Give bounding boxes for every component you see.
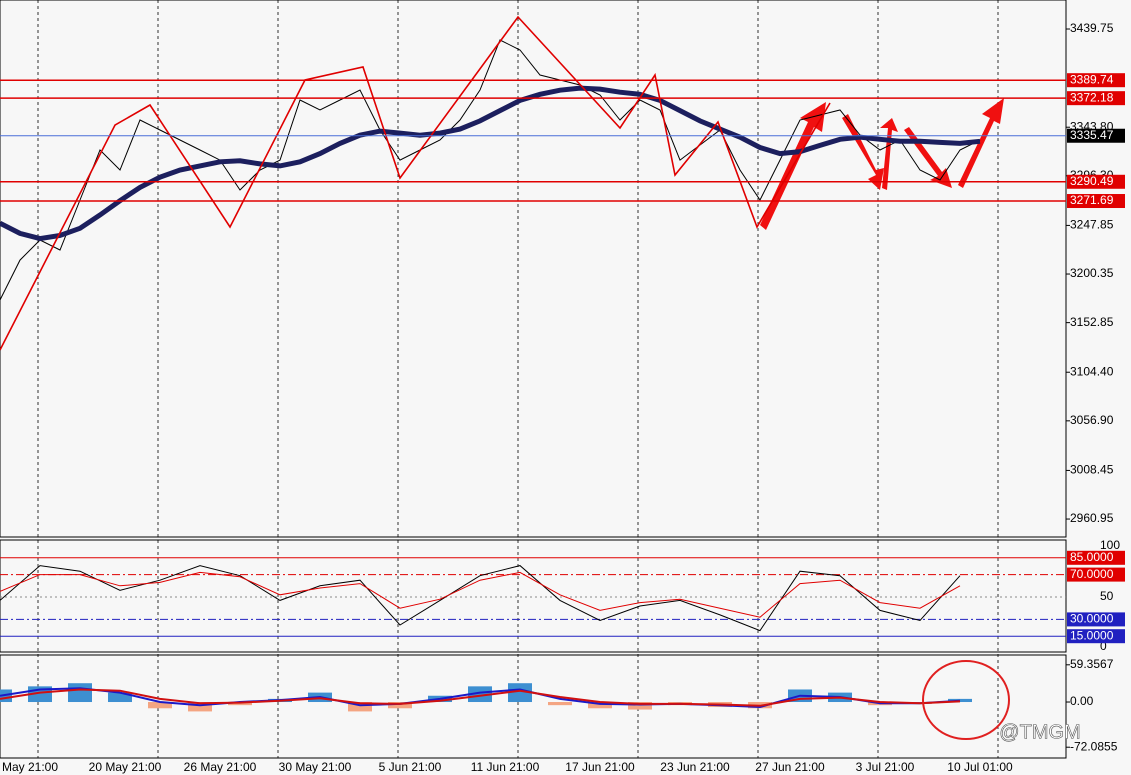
level-label-box [1067,91,1125,106]
vertical-grid [37,0,999,758]
price-line [0,39,981,301]
level-label-box [1067,128,1125,143]
y-tick-label: 100 [1100,538,1120,552]
level-label: 70.0000 [1070,567,1114,581]
y-tick-label: 0 [1100,639,1107,653]
oscillator-panel [0,539,1067,653]
level-label-box [1067,73,1125,88]
y-tick-label: 50 [1100,589,1114,603]
histogram-bar [108,692,132,703]
histogram-bar [388,702,412,709]
level-label: 85.0000 [1070,550,1114,564]
macd-line [0,688,961,707]
y-tick-label: 3247.85 [1070,218,1114,232]
x-tick-label: 11 Jun 21:00 [471,760,540,774]
x-tick-label: 30 May 21:00 [279,760,352,774]
level-label: 3271.69 [1070,193,1114,207]
x-tick-label: 23 Jun 21:00 [660,760,730,774]
y-tick-label: 3008.45 [1070,463,1114,477]
x-tick-label: 5 Jun 21:00 [379,760,442,774]
level-label-box [1067,612,1125,627]
arrow [958,98,1004,188]
x-tick-label: 17 Jun 21:00 [565,760,635,774]
watermark: @TMGM [999,721,1080,743]
y-tick-label: 3200.35 [1070,266,1114,280]
y-tick-label: 0.00 [1070,694,1094,708]
histogram-bar [548,702,572,706]
y-tick-label: -72.0855 [1070,739,1118,753]
x-tick-label: 27 Jun 21:00 [755,760,825,774]
y-tick-label: 2960.95 [1070,511,1114,525]
highlight-circle [922,660,1010,740]
macd-panel [0,654,1067,759]
y-tick-label: 3439.75 [1070,21,1114,35]
x-tick-label: 26 May 21:00 [184,760,257,774]
level-label: 3389.74 [1070,72,1114,86]
level-label: 3335.47 [1070,128,1114,142]
level-label-box [1067,550,1125,565]
histogram-bar [588,702,612,709]
y-tick-label: 3152.85 [1070,315,1114,329]
level-label: 3290.49 [1070,174,1114,188]
level-label-box [1067,174,1125,189]
y-tick-label: 3056.90 [1070,413,1114,427]
x-tick-label: 3 Jul 21:00 [856,760,915,774]
histogram-bar [148,702,172,709]
y-tick-label: 59.3567 [1070,657,1114,671]
moving-average [0,85,981,242]
x-tick-label: May 21:00 [2,760,58,774]
y-tick-label: 3104.40 [1070,364,1114,378]
histogram-bar [188,702,212,712]
histogram-bar [948,698,972,703]
level-label: 3372.18 [1070,90,1114,104]
histogram-bar [348,702,372,712]
level-label-box [1067,194,1125,209]
arrow [842,114,884,190]
oscillator-line [0,565,961,632]
histogram-bar [508,683,532,703]
level-label: 30.0000 [1070,612,1114,626]
histogram-bar [468,686,492,703]
main-panel [0,0,1067,538]
arrow [880,118,898,190]
histogram-bar [68,683,92,703]
x-tick-label: 20 May 21:00 [89,760,162,774]
histogram-bar [628,702,652,710]
level-label-box [1067,567,1125,582]
level-label-box [1067,629,1125,644]
level-label: 15.0000 [1070,628,1114,642]
macd-line [0,687,961,709]
oscillator-line [0,571,961,618]
x-tick-label: 10 Jul 01:00 [947,760,1013,774]
